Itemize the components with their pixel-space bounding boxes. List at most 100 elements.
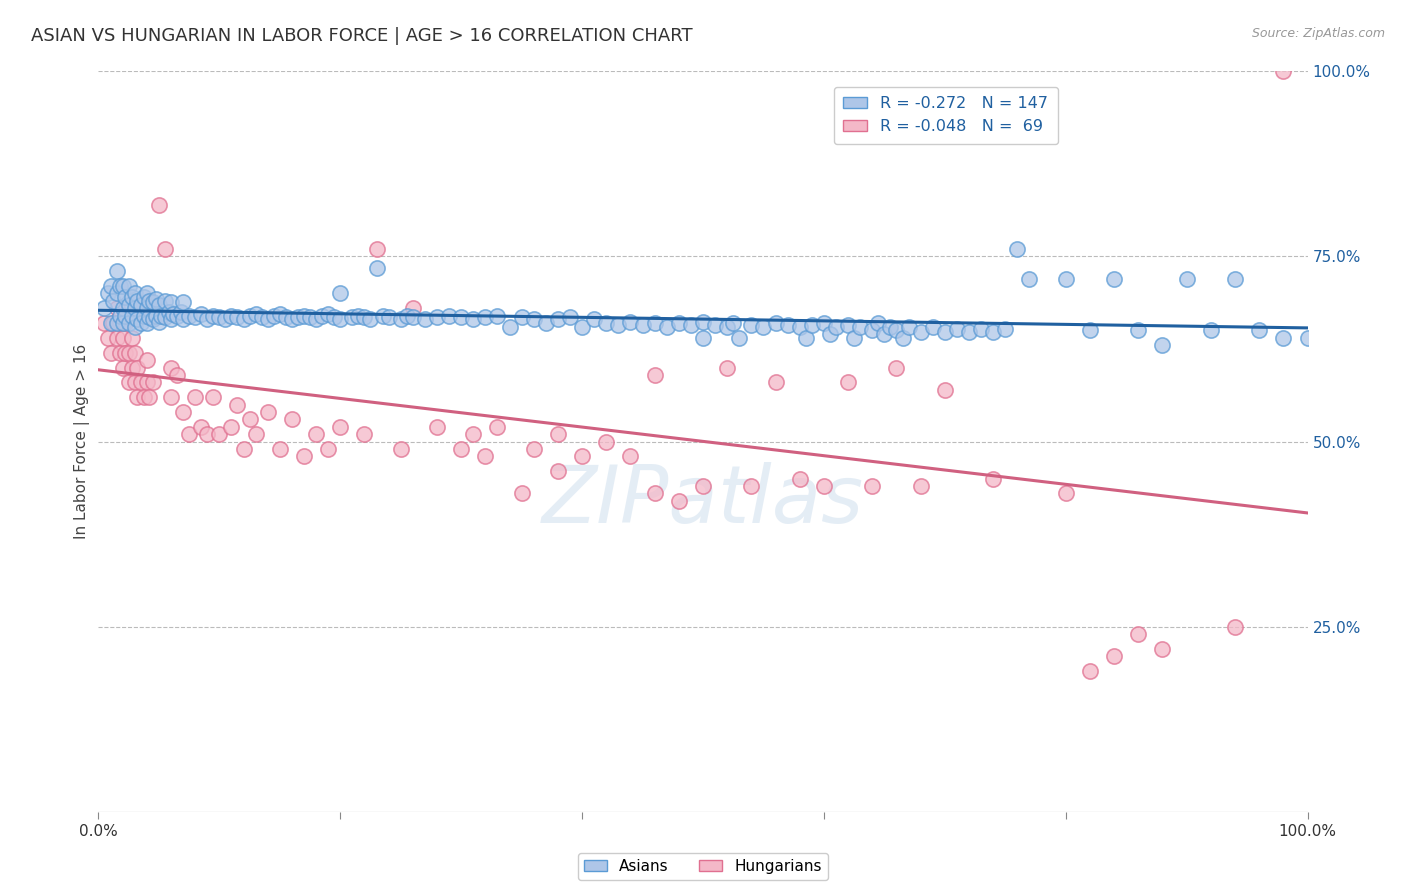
Point (179, 427, 201, 442)
Point (1128, 324, 1150, 338)
Point (360, 312, 382, 326)
Point (105, 301, 128, 316)
Point (127, 390, 149, 404)
Point (463, 312, 485, 326)
Point (873, 327, 896, 342)
Point (138, 310, 160, 325)
Text: Source: ZipAtlas.com: Source: ZipAtlas.com (1251, 27, 1385, 40)
Point (886, 360, 908, 375)
Point (1223, 271, 1246, 285)
Point (595, 434, 617, 449)
Point (184, 390, 207, 404)
Point (534, 316, 557, 330)
Point (166, 368, 188, 382)
Point (910, 479, 932, 493)
Point (1018, 271, 1040, 285)
Point (114, 309, 136, 323)
Point (195, 427, 218, 442)
Point (269, 442, 291, 456)
Point (190, 307, 212, 321)
Point (157, 305, 180, 319)
Point (813, 479, 835, 493)
Point (1054, 486, 1077, 500)
Point (583, 312, 606, 326)
Text: ASIAN VS HUNGARIAN IN LABOR FORCE | AGE > 16 CORRELATION CHART: ASIAN VS HUNGARIAN IN LABOR FORCE | AGE … (31, 27, 693, 45)
Point (1296, 331, 1319, 345)
Point (127, 293, 149, 308)
Point (704, 318, 727, 332)
Point (619, 450, 641, 464)
Point (114, 290, 136, 304)
Point (127, 312, 149, 326)
Point (825, 319, 848, 334)
Legend: Asians, Hungarians: Asians, Hungarians (578, 853, 828, 880)
Point (389, 442, 412, 456)
Point (607, 318, 630, 332)
Point (353, 310, 375, 325)
Point (316, 442, 339, 456)
Point (366, 242, 388, 256)
Point (179, 309, 201, 323)
Point (108, 279, 131, 293)
Point (716, 360, 738, 375)
Point (100, 345, 122, 359)
Point (353, 427, 375, 442)
Point (849, 319, 872, 334)
Point (426, 310, 449, 325)
Point (97, 286, 120, 301)
Point (135, 301, 157, 316)
Point (510, 310, 533, 325)
Point (118, 345, 141, 359)
Point (134, 390, 156, 404)
Point (1102, 271, 1125, 285)
Point (547, 464, 569, 478)
Point (981, 471, 1004, 485)
Point (160, 312, 183, 326)
Point (108, 345, 131, 359)
Point (879, 319, 901, 334)
Point (101, 293, 124, 308)
Point (124, 286, 146, 301)
Point (323, 310, 346, 325)
Point (135, 316, 157, 330)
Point (269, 307, 291, 321)
Point (287, 310, 309, 325)
Point (129, 297, 152, 311)
Point (426, 419, 449, 434)
Point (121, 290, 143, 304)
Point (111, 331, 134, 345)
Point (395, 309, 418, 323)
Point (1272, 331, 1295, 345)
Point (1199, 324, 1222, 338)
Point (371, 309, 394, 323)
Point (619, 315, 641, 329)
Point (208, 427, 231, 442)
Point (860, 324, 883, 338)
Point (655, 319, 678, 334)
Point (166, 309, 188, 323)
Point (498, 319, 520, 334)
Point (486, 419, 509, 434)
Point (195, 312, 218, 326)
Point (169, 305, 191, 319)
Point (221, 419, 243, 434)
Point (844, 331, 866, 345)
Point (100, 316, 122, 330)
Point (571, 450, 593, 464)
Point (93, 316, 115, 330)
Point (292, 309, 315, 323)
Point (886, 324, 908, 338)
Point (1054, 271, 1077, 285)
Point (437, 309, 460, 323)
Point (245, 307, 267, 321)
Point (818, 327, 841, 342)
Point (342, 310, 364, 325)
Point (377, 310, 399, 325)
Point (274, 310, 297, 325)
Point (558, 310, 581, 325)
Point (118, 297, 141, 311)
Point (450, 310, 472, 325)
Point (752, 319, 775, 334)
Point (921, 319, 943, 334)
Point (250, 310, 273, 325)
